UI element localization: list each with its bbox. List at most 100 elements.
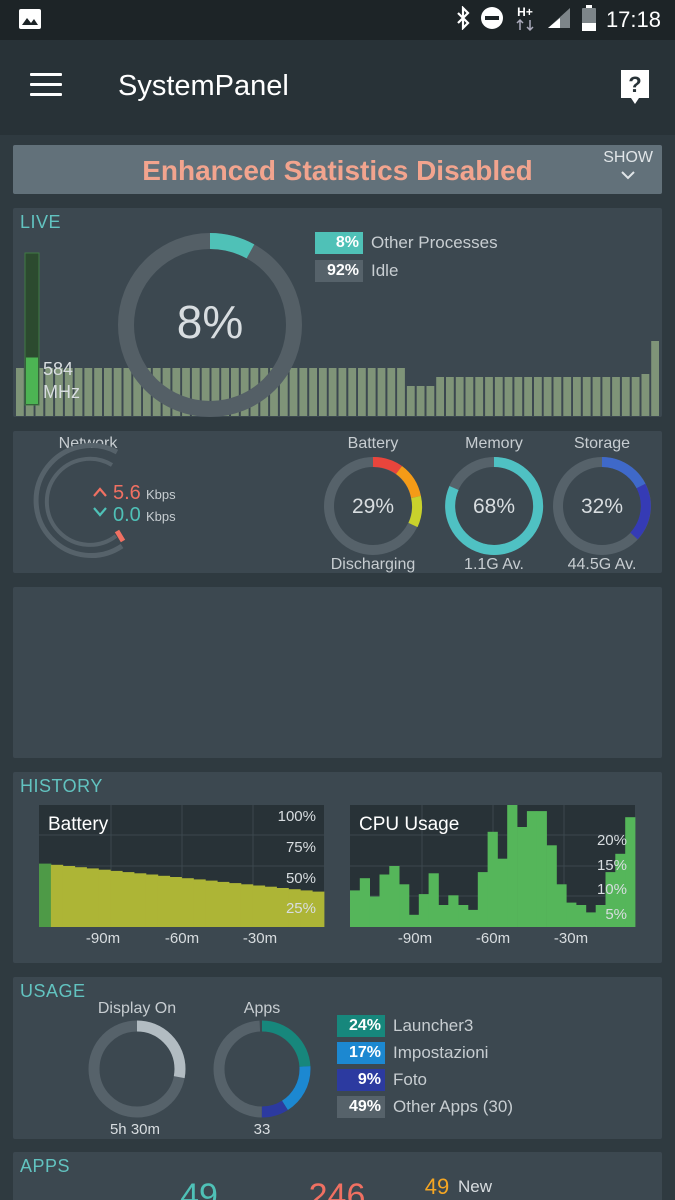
cpu-usage-bar bbox=[458, 905, 469, 927]
legend-label: Launcher3 bbox=[393, 1016, 474, 1035]
cpu-history-bar bbox=[485, 377, 493, 416]
cpu-xtick: -60m bbox=[476, 930, 510, 947]
legend-value: 9% bbox=[337, 1069, 385, 1091]
live-card[interactable]: LIVE 584 MHz 8% 8% Other Processes 92% I… bbox=[13, 208, 662, 417]
battery-history-bar bbox=[276, 888, 289, 927]
cpu-history-bar bbox=[641, 374, 650, 416]
cpu-history-bar bbox=[612, 377, 620, 416]
battery-history-bar bbox=[39, 863, 52, 927]
battery-xtick: -30m bbox=[243, 930, 277, 947]
enhanced-stats-banner[interactable]: Enhanced Statistics Disabled SHOW bbox=[13, 145, 662, 194]
cpu-history-bar bbox=[104, 368, 112, 416]
cpu-usage-bar bbox=[428, 873, 439, 927]
legend-label: Foto bbox=[393, 1070, 428, 1089]
cpu-usage-bar bbox=[448, 895, 459, 927]
network-type-text: H+ bbox=[517, 5, 533, 19]
legend-label: Other Apps (30) bbox=[393, 1097, 514, 1116]
banner-text: Enhanced Statistics Disabled bbox=[142, 155, 533, 186]
show-label: SHOW bbox=[603, 149, 653, 166]
bluetooth-icon bbox=[456, 4, 470, 35]
cpu-history-bar bbox=[221, 368, 229, 416]
cpu-history-bar bbox=[377, 368, 386, 416]
cpu-history-bar bbox=[592, 377, 601, 416]
cpu-usage-bar bbox=[389, 866, 400, 927]
legend-other-processes: 8% Other Processes bbox=[315, 232, 498, 254]
legend-value: 92% bbox=[315, 260, 363, 282]
app-bar: SystemPanel ? bbox=[0, 40, 675, 135]
cpu-history-bar bbox=[113, 368, 122, 416]
cpu-usage-bar bbox=[526, 811, 538, 927]
legend-label: Other Processes bbox=[371, 233, 498, 252]
menu-icon[interactable] bbox=[30, 73, 62, 99]
cpu-ytick: 10% bbox=[597, 881, 627, 898]
cpu-history-bar bbox=[123, 368, 132, 416]
cpu-history-bar bbox=[55, 368, 63, 416]
cpu-ytick: 5% bbox=[605, 906, 627, 923]
cpu-history-bar bbox=[191, 368, 200, 416]
app-title: SystemPanel bbox=[118, 70, 289, 102]
usage-legend-impostazioni: 17% Impostazioni bbox=[337, 1042, 488, 1064]
network-outer-ring bbox=[33, 443, 124, 558]
cpu-usage-bar bbox=[379, 874, 390, 927]
cpu-history-bar bbox=[436, 377, 444, 416]
download-value: 0.0 bbox=[113, 504, 141, 526]
history-card[interactable]: HISTORY Battery 100% 75% 50% 25% -90m -6… bbox=[13, 772, 662, 963]
cpu-usage-bar bbox=[399, 884, 410, 927]
apps-ring-segment bbox=[213, 1020, 311, 1118]
help-icon[interactable]: ? bbox=[619, 68, 651, 106]
live-label: LIVE bbox=[20, 212, 62, 232]
cpu-usage-bar bbox=[595, 905, 606, 927]
memory-gauge-fill bbox=[445, 456, 544, 555]
cpu-usage-bar bbox=[615, 853, 626, 927]
battery-history-bar bbox=[74, 867, 87, 927]
apps-label: APPS bbox=[20, 1156, 71, 1176]
usage-card[interactable]: USAGE Display On 5h 30m Apps 33 24% Laun… bbox=[13, 977, 662, 1139]
apps-new-label: New bbox=[458, 1177, 493, 1196]
network-upload-mark bbox=[114, 529, 126, 543]
cpu-history-bar bbox=[328, 368, 337, 416]
cpu-usage-bar bbox=[585, 912, 597, 927]
chevron-down-icon bbox=[621, 171, 635, 180]
network-inner-ring bbox=[44, 456, 118, 547]
cpu-history-bar bbox=[182, 368, 190, 416]
battery-ytick: 75% bbox=[286, 839, 316, 856]
cpu-history-bar bbox=[582, 377, 591, 416]
apps-card[interactable]: APPS 49 246 49 New bbox=[13, 1152, 662, 1200]
cpu-ytick: 20% bbox=[597, 832, 627, 849]
frequency-value: 584 bbox=[43, 359, 73, 379]
cpu-ring-fill bbox=[118, 233, 302, 417]
storage-gauge-caption: 44.5G Av. bbox=[568, 556, 637, 573]
apps-ring-segment bbox=[213, 1020, 311, 1118]
cpu-history-title: CPU Usage bbox=[359, 814, 459, 835]
legend-value: 49% bbox=[337, 1096, 385, 1118]
resources-card[interactable]: Network 5.6 Kbps 0.0 Kbps Battery 29% Di… bbox=[13, 431, 662, 573]
battery-history-bar bbox=[62, 866, 76, 927]
cpu-history-bar bbox=[201, 368, 210, 416]
cpu-history-bar bbox=[231, 368, 239, 416]
cpu-history-bar bbox=[279, 368, 288, 416]
show-button[interactable]: SHOW bbox=[603, 149, 653, 185]
battery-history-bar bbox=[145, 874, 159, 927]
battery-gauge-red bbox=[372, 457, 402, 475]
upload-unit: Kbps bbox=[146, 487, 176, 502]
cpu-history-bar bbox=[426, 386, 435, 416]
signal-icon bbox=[546, 6, 572, 35]
cpu-history-bar bbox=[621, 377, 630, 416]
memory-gauge-caption: 1.1G Av. bbox=[464, 556, 524, 573]
cpu-history-bar bbox=[387, 368, 396, 416]
cpu-history-bar bbox=[74, 368, 83, 416]
apps-new-count: 49 bbox=[425, 1174, 449, 1199]
battery-history-bar bbox=[193, 879, 206, 927]
battery-history-bar bbox=[86, 868, 99, 927]
cpu-history-bar bbox=[397, 368, 405, 416]
cpu-usage-bar bbox=[566, 902, 577, 927]
usage-legend-launcher: 24% Launcher3 bbox=[337, 1015, 473, 1037]
display-on-ring-fill bbox=[88, 1020, 186, 1118]
cpu-history-bar bbox=[367, 368, 376, 416]
battery-history-bar bbox=[252, 885, 266, 927]
usage-legend-other-apps: 49% Other Apps (30) bbox=[337, 1096, 513, 1118]
cpu-history-bar bbox=[475, 377, 484, 416]
legend-value: 24% bbox=[337, 1015, 385, 1037]
storage-gauge-indigo bbox=[630, 483, 651, 540]
apps-ring bbox=[213, 1020, 311, 1118]
